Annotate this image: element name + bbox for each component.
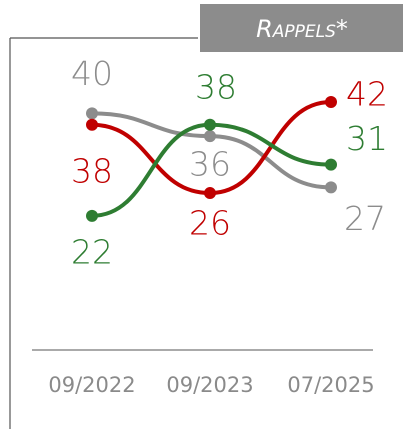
data-label: 22	[71, 232, 113, 271]
point	[204, 130, 216, 143]
data-label: 40	[71, 54, 113, 93]
data-label: 36	[189, 145, 231, 184]
point	[325, 181, 337, 194]
point	[325, 158, 337, 171]
title-box	[200, 4, 403, 52]
x-tick-label: 09/2023	[166, 373, 253, 397]
point	[204, 187, 216, 200]
chart-title: Rappels*	[256, 15, 348, 43]
data-label: 26	[189, 204, 231, 243]
x-tick-label: 07/2025	[287, 373, 374, 397]
x-tick-label: 09/2022	[48, 373, 135, 397]
data-label: 38	[71, 151, 113, 190]
point	[86, 209, 98, 222]
data-label: 31	[346, 119, 388, 158]
data-label: 27	[344, 199, 386, 238]
data-label: 38	[195, 67, 237, 106]
point	[86, 118, 98, 131]
point	[204, 118, 216, 131]
point	[86, 107, 98, 120]
data-label: 42	[346, 75, 388, 114]
point	[325, 96, 337, 109]
